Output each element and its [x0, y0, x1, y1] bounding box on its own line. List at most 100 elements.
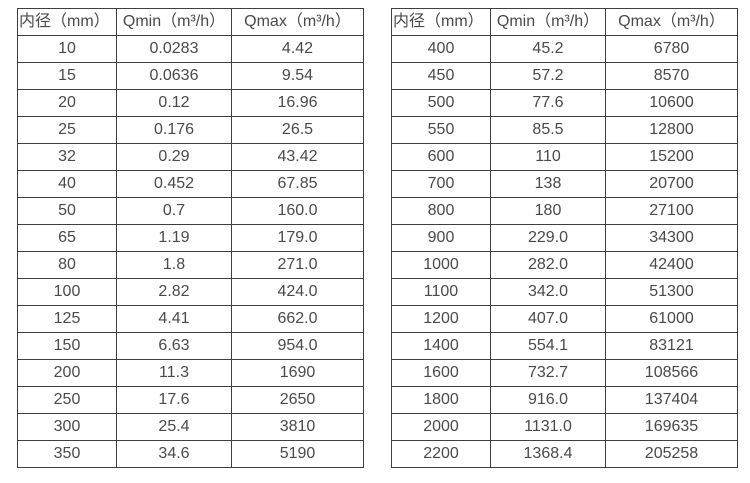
table-row: 200 11.3 1690	[17, 359, 364, 387]
table-cell: 700	[391, 170, 491, 198]
table-cell: 43.42	[231, 143, 364, 171]
table-cell: 500	[391, 89, 491, 117]
table-row: 350 34.6 5190	[17, 440, 364, 468]
table-cell: 108566	[605, 359, 738, 387]
table-cell: 0.29	[116, 143, 232, 171]
table-cell: 27100	[605, 197, 738, 225]
table-row: 10 0.0283 4.42	[17, 35, 364, 63]
table-row: 40 0.452 67.85	[17, 170, 364, 198]
table-cell: 10600	[605, 89, 738, 117]
column-header-qmin: Qmin（m³/h）	[490, 8, 606, 36]
table-cell: 300	[17, 413, 117, 441]
table-cell: 1.19	[116, 224, 232, 252]
flow-spec-tables-page: 内径（mm） Qmin（m³/h） Qmax（m³/h） 10 0.0283 4.4…	[17, 8, 738, 468]
table-cell: 4.41	[116, 305, 232, 333]
table-cell: 205258	[605, 440, 738, 468]
table-cell: 80	[17, 251, 117, 279]
table-cell: 137404	[605, 386, 738, 414]
table-cell: 20	[17, 89, 117, 117]
table-cell: 1368.4	[490, 440, 606, 468]
table-cell: 0.452	[116, 170, 232, 198]
column-header-qmax: Qmax（m³/h）	[231, 8, 364, 36]
table-cell: 1400	[391, 332, 491, 360]
table-row: 1600 732.7 108566	[391, 359, 738, 387]
table-header-row: 内径（mm） Qmin（m³/h） Qmax（m³/h）	[391, 8, 738, 36]
table-cell: 15200	[605, 143, 738, 171]
table-cell: 15	[17, 62, 117, 90]
table-cell: 732.7	[490, 359, 606, 387]
table-cell: 4.42	[231, 35, 364, 63]
table-cell: 40	[17, 170, 117, 198]
table-row: 150 6.63 954.0	[17, 332, 364, 360]
table-cell: 25.4	[116, 413, 232, 441]
table-cell: 26.5	[231, 116, 364, 144]
table-cell: 0.176	[116, 116, 232, 144]
table-cell: 900	[391, 224, 491, 252]
table-cell: 100	[17, 278, 117, 306]
table-row: 15 0.0636 9.54	[17, 62, 364, 90]
table-cell: 42400	[605, 251, 738, 279]
table-cell: 50	[17, 197, 117, 225]
table-row: 400 45.2 6780	[391, 35, 738, 63]
table-cell: 2.82	[116, 278, 232, 306]
table-row: 32 0.29 43.42	[17, 143, 364, 171]
table-cell: 0.0283	[116, 35, 232, 63]
column-header-qmax: Qmax（m³/h）	[605, 8, 738, 36]
table-cell: 5190	[231, 440, 364, 468]
table-row: 65 1.19 179.0	[17, 224, 364, 252]
table-cell: 271.0	[231, 251, 364, 279]
table-cell: 6.63	[116, 332, 232, 360]
table-cell: 1600	[391, 359, 491, 387]
table-cell: 25	[17, 116, 117, 144]
table-cell: 45.2	[490, 35, 606, 63]
table-cell: 954.0	[231, 332, 364, 360]
table-row: 600 110 15200	[391, 143, 738, 171]
table-row: 1800 916.0 137404	[391, 386, 738, 414]
column-header-inner-diameter: 内径（mm）	[17, 8, 117, 36]
table-cell: 1800	[391, 386, 491, 414]
table-cell: 51300	[605, 278, 738, 306]
table-cell: 450	[391, 62, 491, 90]
table-cell: 138	[490, 170, 606, 198]
table-row: 50 0.7 160.0	[17, 197, 364, 225]
table-cell: 229.0	[490, 224, 606, 252]
table-cell: 2200	[391, 440, 491, 468]
table-cell: 9.54	[231, 62, 364, 90]
table-cell: 17.6	[116, 386, 232, 414]
table-cell: 1100	[391, 278, 491, 306]
table-cell: 61000	[605, 305, 738, 333]
table-cell: 424.0	[231, 278, 364, 306]
column-header-qmin: Qmin（m³/h）	[116, 8, 232, 36]
table-cell: 57.2	[490, 62, 606, 90]
table-cell: 250	[17, 386, 117, 414]
column-header-inner-diameter: 内径（mm）	[391, 8, 491, 36]
table-cell: 342.0	[490, 278, 606, 306]
table-row: 450 57.2 8570	[391, 62, 738, 90]
table-cell: 110	[490, 143, 606, 171]
table-cell: 1690	[231, 359, 364, 387]
table-row: 500 77.6 10600	[391, 89, 738, 117]
table-cell: 662.0	[231, 305, 364, 333]
table-cell: 0.7	[116, 197, 232, 225]
table-row: 20 0.12 16.96	[17, 89, 364, 117]
table-cell: 16.96	[231, 89, 364, 117]
table-cell: 160.0	[231, 197, 364, 225]
table-cell: 550	[391, 116, 491, 144]
table-cell: 600	[391, 143, 491, 171]
table-row: 1400 554.1 83121	[391, 332, 738, 360]
table-cell: 8570	[605, 62, 738, 90]
table-cell: 350	[17, 440, 117, 468]
table-cell: 180	[490, 197, 606, 225]
table-cell: 34300	[605, 224, 738, 252]
table-cell: 1131.0	[490, 413, 606, 441]
table-cell: 1200	[391, 305, 491, 333]
table-row: 2200 1368.4 205258	[391, 440, 738, 468]
table-row: 100 2.82 424.0	[17, 278, 364, 306]
table-cell: 11.3	[116, 359, 232, 387]
flow-table-large-diameters: 内径（mm） Qmin（m³/h） Qmax（m³/h） 400 45.2 6780…	[391, 8, 738, 468]
table-cell: 400	[391, 35, 491, 63]
table-row: 250 17.6 2650	[17, 386, 364, 414]
table-row: 1000 282.0 42400	[391, 251, 738, 279]
table-cell: 1.8	[116, 251, 232, 279]
table-row: 1200 407.0 61000	[391, 305, 738, 333]
